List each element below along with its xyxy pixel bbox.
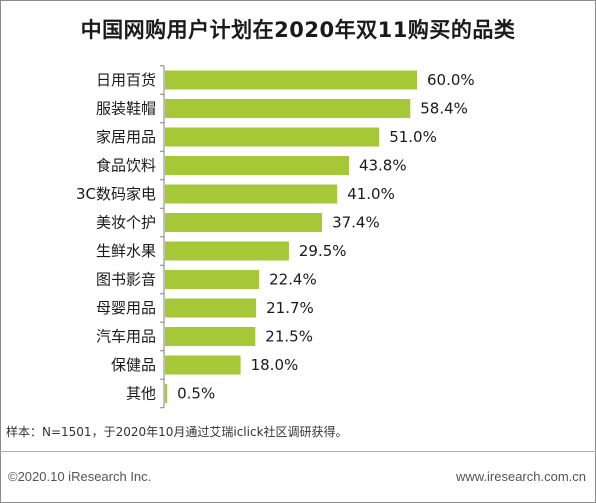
value-label: 51.0% [389,128,437,146]
footer-divider [0,451,596,452]
value-label: 37.4% [332,214,380,232]
category-label: 日用百货 [96,71,156,89]
category-label: 其他 [126,385,156,403]
bar [165,156,349,175]
value-label: 29.5% [299,242,347,260]
category-label: 图书影音 [96,271,156,289]
bar [165,184,338,204]
value-label: 21.5% [265,328,313,346]
bar [165,327,256,346]
category-label: 保健品 [111,356,156,374]
category-label: 食品饮料 [96,157,156,175]
value-label: 0.5% [177,385,215,403]
category-label: 美妆个护 [96,214,156,232]
bar [165,241,289,261]
bar [165,298,257,318]
chart-title: 中国网购用户计划在2020年双11购买的品类 [80,18,516,42]
value-label: 22.4% [269,271,317,289]
value-label: 60.0% [427,71,475,89]
bar [165,355,241,375]
bar [165,70,417,90]
bar [165,99,411,118]
website-text: www.iresearch.com.cn [455,469,586,484]
value-label: 21.7% [266,299,314,317]
sample-note: 样本：N=1501，于2020年10月通过艾瑞iclick社区调研获得。 [6,425,348,439]
category-label: 母婴用品 [96,299,156,317]
value-label: 58.4% [420,100,468,118]
copyright-text: ©2020.10 iResearch Inc. [8,469,152,484]
value-label: 18.0% [251,356,299,374]
bar-chart: 日用百货 60.0% 服装鞋帽 58.4% 家居用品 51.0% 食品饮料 43.8% 3C数码… [76,65,475,409]
category-label: 汽车用品 [96,328,156,346]
bar [165,270,260,289]
category-label: 家居用品 [96,128,156,146]
category-label: 生鲜水果 [96,242,156,260]
bar [165,213,323,232]
category-label: 服装鞋帽 [96,100,156,118]
bar [165,384,168,403]
value-label: 43.8% [359,157,407,175]
bar [165,127,380,147]
category-label: 3C数码家电 [76,185,156,203]
value-label: 41.0% [347,185,395,203]
